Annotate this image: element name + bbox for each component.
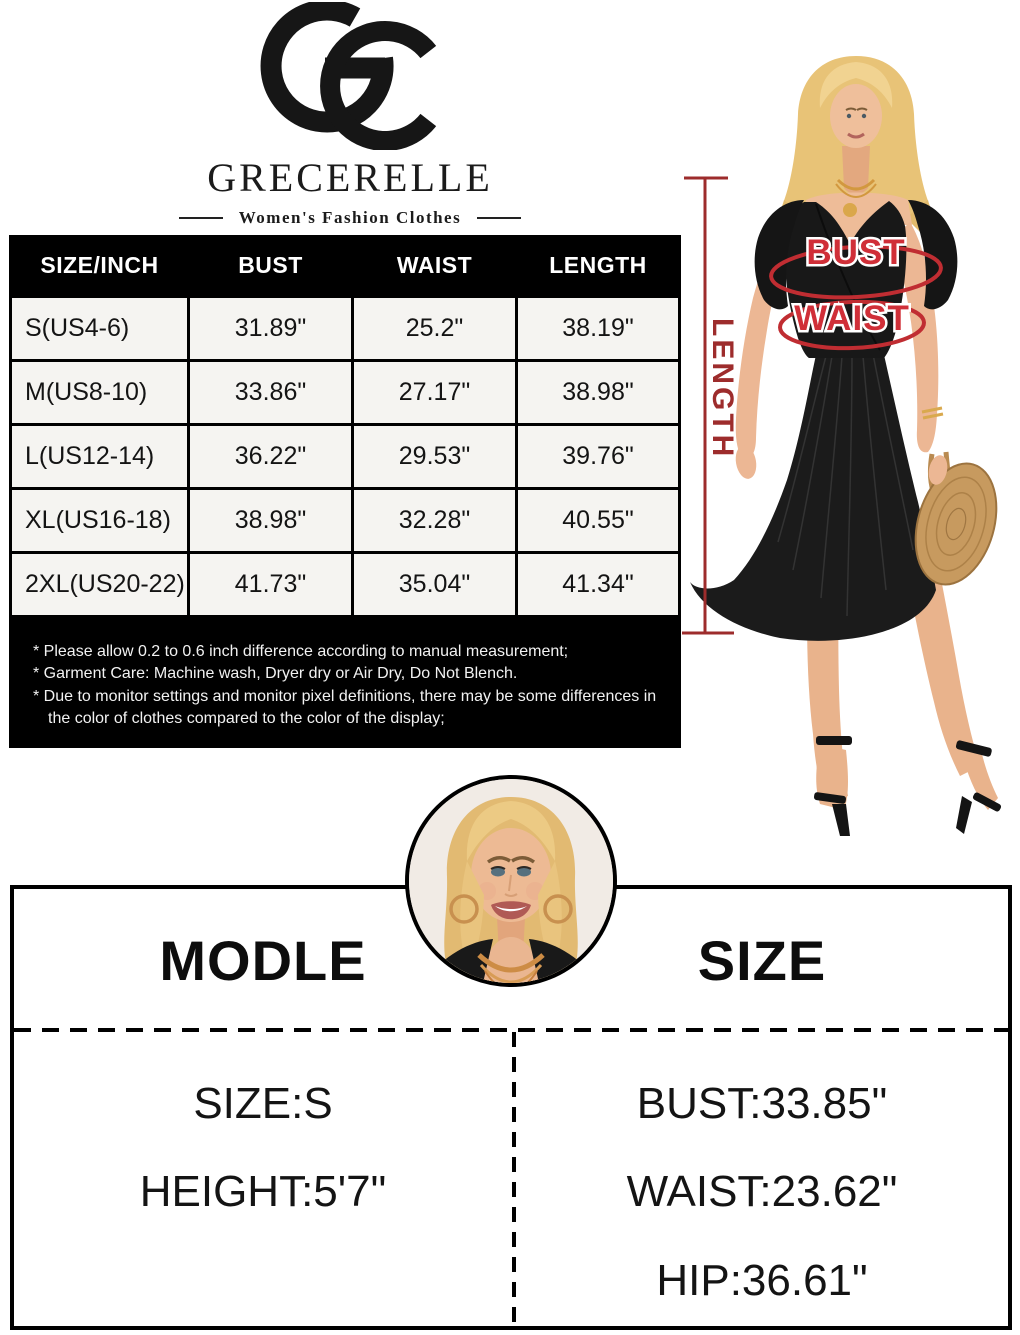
note-line: * Garment Care: Machine wash, Dryer dry … [33, 665, 518, 683]
length-label: LENGTH [706, 318, 739, 459]
brand-tagline-row: Women's Fashion Clothes [0, 208, 700, 228]
model-height-value: HEIGHT:5'7" [139, 1167, 387, 1216]
dashed-divider-horizontal [14, 1028, 1008, 1032]
cell-bust: 36.22" [190, 426, 351, 487]
measurement-notes: * Please allow 0.2 to 0.6 inch differenc… [9, 615, 681, 731]
dress-skirt [690, 346, 936, 641]
right-hand [928, 455, 948, 485]
col-header-waist: WAIST [354, 235, 515, 295]
ankle-strap [816, 736, 852, 745]
cell-bust: 33.86" [190, 362, 351, 423]
panel-header-modle: MODLE [159, 929, 367, 992]
col-header-length: LENGTH [518, 235, 678, 295]
heel [832, 804, 850, 836]
model-face-photo [405, 775, 617, 987]
dashed-divider-vertical [512, 1032, 516, 1326]
cell-length: 38.98" [518, 362, 678, 423]
cell-waist: 29.53" [354, 426, 515, 487]
cell-waist: 32.28" [354, 490, 515, 551]
model-hip-value: HIP:36.61" [656, 1256, 868, 1305]
model-bust-value: BUST:33.85" [636, 1079, 888, 1128]
left-hand [735, 445, 757, 479]
cell-size: L(US12-14) [12, 426, 187, 487]
cell-length: 41.34" [518, 554, 678, 615]
model-photo: BUST WAIST LENGTH [682, 56, 1002, 836]
tagline-dash-left [178, 217, 223, 219]
note-line: * Please allow 0.2 to 0.6 inch differenc… [33, 643, 569, 660]
cell-waist: 27.17" [354, 362, 515, 423]
model-size-value: SIZE:S [193, 1079, 333, 1128]
flutter-sleeve-right [908, 200, 958, 310]
bracelet [921, 406, 944, 420]
waist-ellipse [778, 299, 926, 351]
cell-length: 38.19" [518, 298, 678, 359]
cell-size: M(US8-10) [12, 362, 187, 423]
size-table-block: SIZE/INCH BUST WAIST LENGTH S(US4-6) 31.… [9, 235, 681, 748]
panel-header-size: SIZE [697, 929, 827, 992]
cell-waist: 35.04" [354, 554, 515, 615]
cell-length: 39.76" [518, 426, 678, 487]
bust-ellipse [769, 244, 943, 300]
bust-label: BUST [806, 233, 905, 272]
model-face-illustration [409, 779, 613, 983]
note-line: * Due to monitor settings and monitor pi… [33, 687, 657, 728]
flutter-sleeve-left [754, 200, 804, 310]
tagline-dash-right [477, 217, 522, 219]
cell-length: 40.55" [518, 490, 678, 551]
measurement-annotations: BUST WAIST LENGTH [682, 176, 943, 635]
hoop-earring-icon [449, 894, 479, 924]
model-waist-value: WAIST:23.62" [626, 1167, 898, 1216]
brand-header: GRECERELLE Women's Fashion Clothes [0, 2, 700, 228]
dress-bodice [754, 200, 958, 358]
gc-logo-icon [260, 2, 437, 150]
avatar-necklace [477, 953, 545, 973]
necklace [836, 178, 876, 191]
col-header-size: SIZE/INCH [12, 235, 187, 295]
cell-size: 2XL(US20-22) [12, 554, 187, 615]
cell-bust: 41.73" [190, 554, 351, 615]
cell-bust: 38.98" [190, 490, 351, 551]
model-face [819, 62, 893, 194]
straw-bag [914, 451, 998, 586]
brand-tagline: Women's Fashion Clothes [238, 208, 462, 227]
size-table: SIZE/INCH BUST WAIST LENGTH S(US4-6) 31.… [9, 235, 681, 615]
waist-label: WAIST [794, 299, 910, 338]
length-line [682, 176, 734, 635]
col-header-bust: BUST [190, 235, 351, 295]
cell-waist: 25.2" [354, 298, 515, 359]
cell-bust: 31.89" [190, 298, 351, 359]
cell-size: S(US4-6) [12, 298, 187, 359]
brand-name: GRECERELLE [207, 155, 493, 200]
cell-size: XL(US16-18) [12, 490, 187, 551]
